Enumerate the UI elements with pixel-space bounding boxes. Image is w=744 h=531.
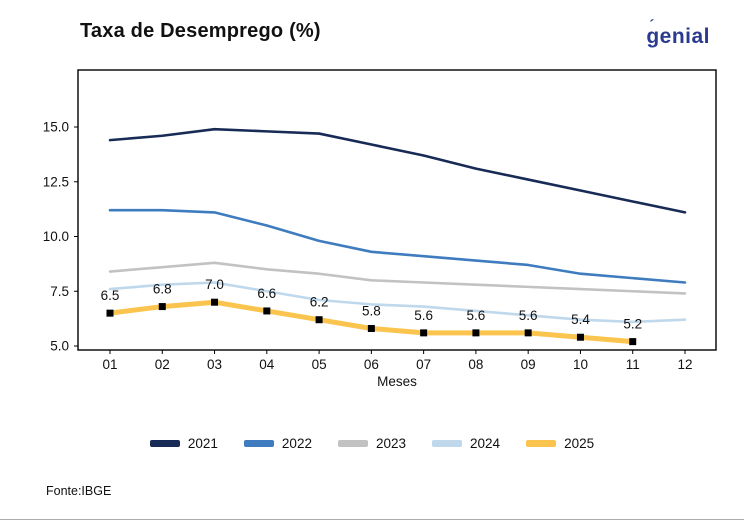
x-tick-label: 02 bbox=[155, 357, 170, 372]
logo-text: genial bbox=[646, 25, 710, 48]
x-tick-label: 11 bbox=[626, 357, 640, 372]
legend-item-2024: 2024 bbox=[432, 436, 500, 451]
x-tick-label: 04 bbox=[259, 357, 275, 372]
legend-item-2021: 2021 bbox=[149, 436, 218, 451]
legend-swatch-2024 bbox=[432, 440, 463, 447]
x-tick-label: 12 bbox=[677, 357, 692, 372]
series-2025-marker bbox=[629, 338, 637, 346]
legend-swatch-2025 bbox=[526, 440, 557, 447]
source-note: Fonte:IBGE bbox=[46, 484, 112, 498]
y-tick-label: 12.5 bbox=[43, 174, 69, 189]
series-2025-marker bbox=[263, 307, 271, 315]
x-tick-label: 05 bbox=[312, 357, 327, 372]
y-tick-label: 5.0 bbox=[50, 339, 69, 354]
series-2025-marker bbox=[106, 309, 114, 317]
x-tick-label: 08 bbox=[468, 357, 483, 372]
x-tick-label: 10 bbox=[573, 357, 588, 372]
legend-swatch-2023 bbox=[337, 440, 368, 447]
x-tick-label: 09 bbox=[521, 357, 536, 372]
chart-legend: 2021 2022 2023 2024 2025 bbox=[0, 436, 744, 451]
series-2025-marker bbox=[420, 329, 428, 337]
series-2025-data-label: 5.2 bbox=[623, 317, 642, 332]
legend-label-2024: 2024 bbox=[470, 436, 501, 451]
x-tick-label: 06 bbox=[364, 357, 379, 372]
series-2025-data-label: 6.5 bbox=[101, 288, 120, 303]
legend-label-2022: 2022 bbox=[281, 436, 312, 451]
legend-swatch-2022 bbox=[243, 440, 274, 447]
series-2025-data-label: 7.0 bbox=[205, 277, 224, 292]
legend-label-2021: 2021 bbox=[187, 436, 218, 451]
series-2025-marker bbox=[472, 329, 480, 337]
series-2025-marker bbox=[158, 303, 166, 311]
series-2025-data-label: 5.8 bbox=[362, 303, 381, 318]
series-2023-line bbox=[108, 261, 687, 295]
series-2025-marker bbox=[211, 298, 219, 306]
x-tick-label: 07 bbox=[416, 357, 431, 372]
chart-title: Taxa de Desemprego (%) bbox=[80, 20, 321, 42]
legend-label-2025: 2025 bbox=[564, 436, 595, 451]
legend-swatch-2021 bbox=[149, 440, 180, 447]
series-2025-marker bbox=[576, 333, 584, 341]
series-2025-data-label: 6.6 bbox=[257, 286, 276, 301]
bottom-divider bbox=[0, 519, 744, 520]
series-2025-marker bbox=[524, 329, 532, 337]
legend-item-2023: 2023 bbox=[337, 436, 407, 451]
x-tick-label: 01 bbox=[102, 357, 117, 372]
series-2022-line bbox=[108, 208, 687, 284]
series-2025-data-label: 6.2 bbox=[310, 295, 329, 310]
plot-frame bbox=[77, 69, 717, 351]
logo-accent: ´ bbox=[649, 17, 655, 34]
series-2025-data-label: 5.6 bbox=[519, 308, 538, 323]
y-tick-label: 15.0 bbox=[43, 120, 69, 135]
genial-logo: ´ genial bbox=[646, 17, 710, 49]
legend-item-2022: 2022 bbox=[243, 436, 312, 451]
x-tick-label: 03 bbox=[207, 357, 222, 372]
series-2021-line bbox=[108, 127, 687, 214]
series-2025-data-label: 5.6 bbox=[467, 308, 486, 323]
y-tick-label: 7.5 bbox=[50, 284, 69, 299]
series-2025-data-label: 6.8 bbox=[153, 282, 172, 297]
series-2025-data-label: 5.4 bbox=[571, 312, 590, 327]
series-2024-line bbox=[108, 281, 687, 324]
series-2025-data-label: 5.6 bbox=[414, 308, 433, 323]
x-axis-title: Meses bbox=[377, 374, 417, 389]
series-2025-marker bbox=[315, 316, 323, 324]
legend-item-2025: 2025 bbox=[526, 436, 594, 451]
series-2025-marker bbox=[367, 324, 375, 332]
legend-label-2023: 2023 bbox=[375, 436, 407, 451]
y-tick-label: 10.0 bbox=[43, 229, 69, 244]
